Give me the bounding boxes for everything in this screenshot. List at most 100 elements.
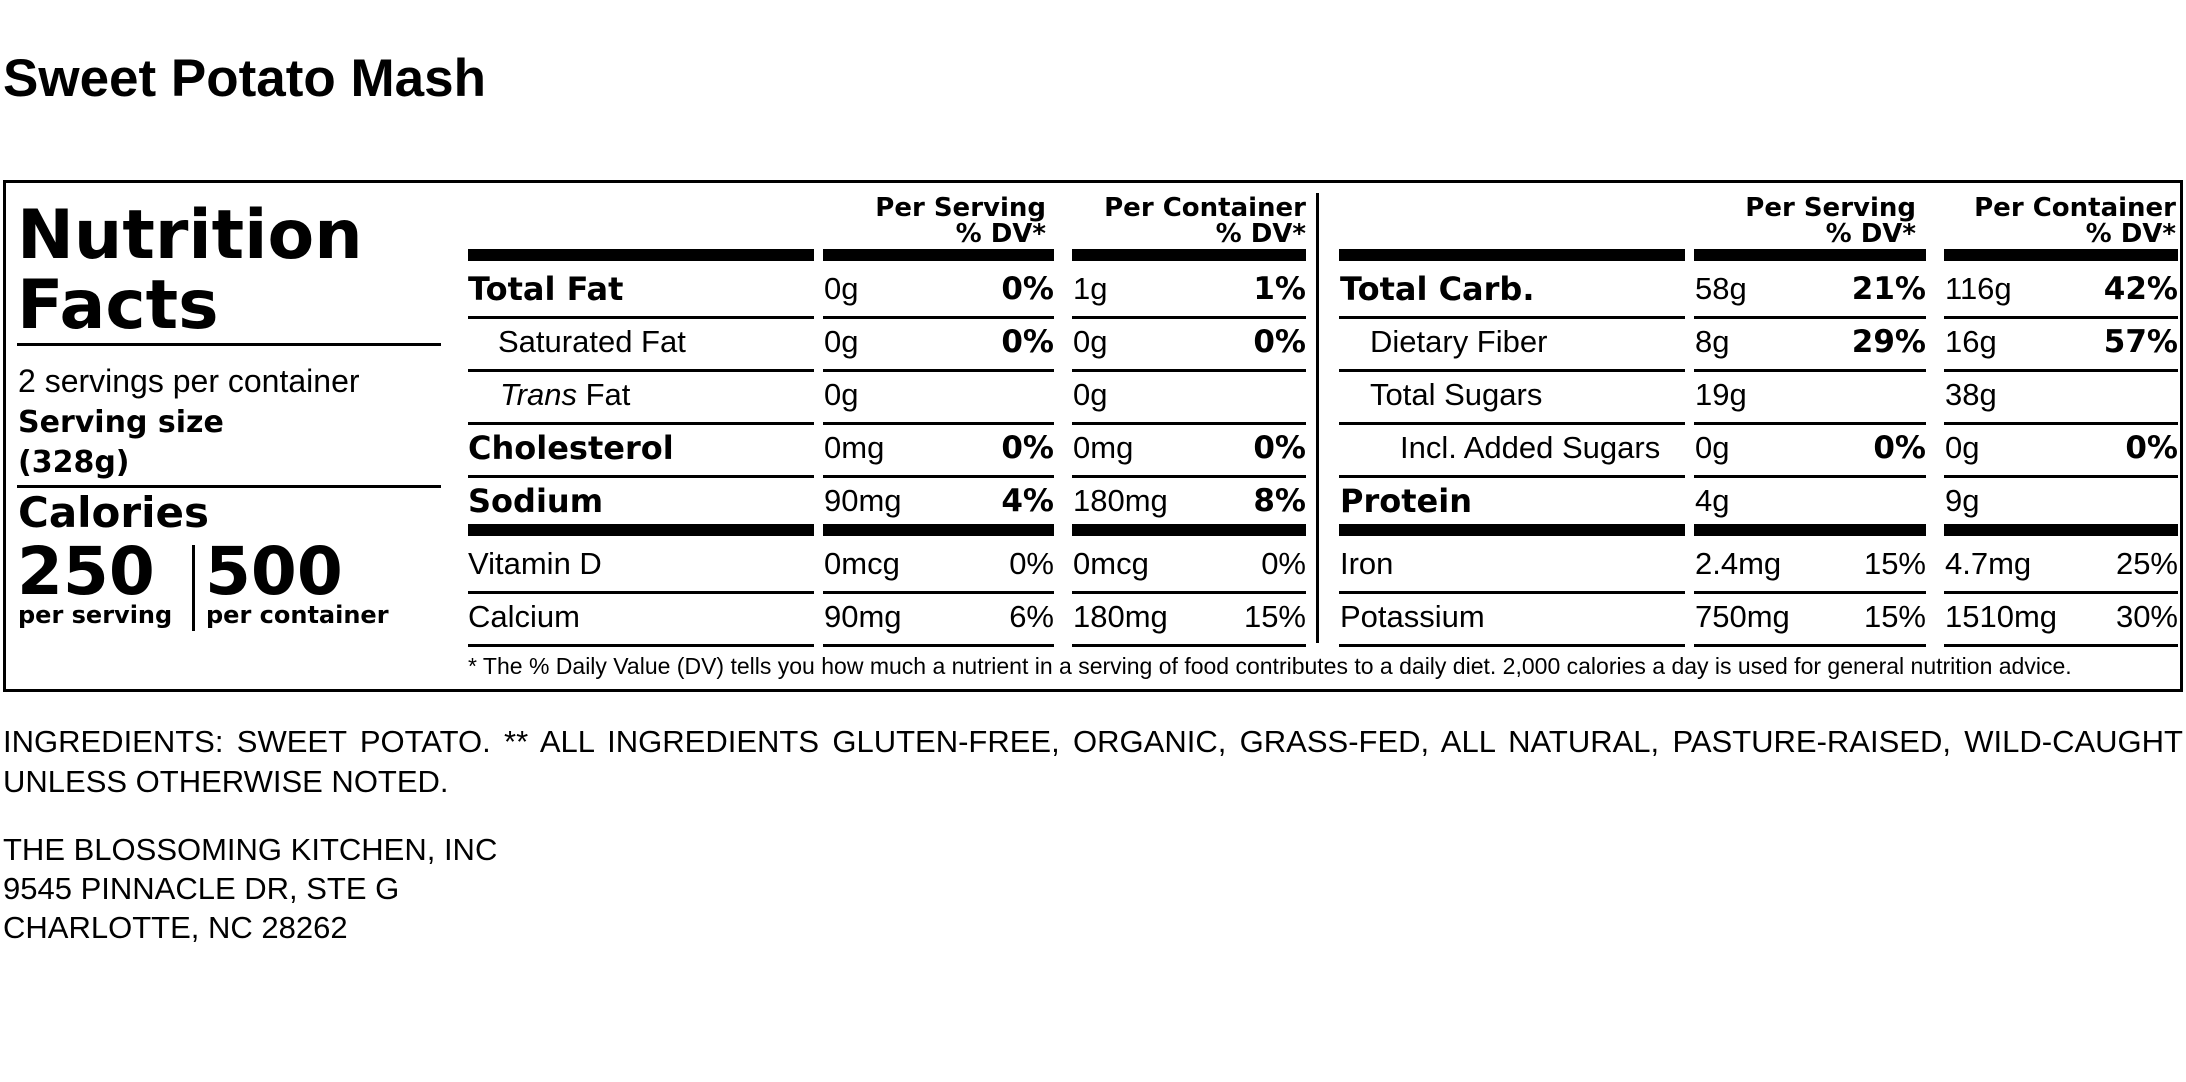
heading-line-2: Facts	[17, 266, 219, 345]
per-container-dv: 25%	[2115, 546, 2178, 581]
per-serving-amount: 2.4mg	[1695, 546, 1782, 581]
daily-value-footnote: * The % Daily Value (DV) tells you how m…	[468, 653, 2072, 679]
nutrient-name: Potassium	[1340, 599, 1485, 634]
table-rule	[823, 524, 1054, 536]
col-header-dv: % DV*	[1825, 219, 1916, 249]
col-header-dv: % DV*	[2085, 219, 2176, 249]
nutrition-facts-panel: Nutrition Facts 2 servings per container…	[3, 180, 2183, 692]
table-rule	[1944, 524, 2178, 536]
table-rule	[823, 369, 1054, 372]
per-container-label: per container	[206, 601, 389, 629]
col-header-line: Per Serving	[875, 193, 1046, 223]
per-serving-dv: 4%	[1001, 483, 1054, 519]
per-serving-amount: 0mcg	[824, 546, 900, 581]
per-serving-dv: 6%	[1009, 599, 1054, 634]
per-serving-amount: 4g	[1695, 483, 1730, 518]
nutrient-name: Dietary Fiber	[1370, 324, 1548, 359]
serving-size-value: (328g)	[18, 445, 130, 480]
ingredients: INGREDIENTS: SWEET POTATO. ** ALL INGRED…	[3, 724, 2183, 799]
table-rule	[1944, 475, 2178, 478]
table-rule	[1072, 422, 1306, 425]
per-serving-dv: 29%	[1851, 324, 1926, 360]
per-serving-amount: 0g	[824, 324, 859, 359]
table-rule	[1339, 591, 1685, 594]
table-rule	[823, 591, 1054, 594]
table-rule	[1339, 644, 1685, 647]
table-rule	[1944, 422, 2178, 425]
manufacturer-address: THE BLOSSOMING KITCHEN, INC 9545 PINNACL…	[3, 830, 497, 947]
table-rule	[1944, 316, 2178, 319]
nutrient-name: Cholesterol	[468, 429, 674, 467]
per-container-amount: 180mg	[1073, 599, 1168, 634]
table-rule	[1072, 591, 1306, 594]
col-header-per-serving-left: Per Serving % DV*	[806, 195, 1046, 247]
per-serving-dv: 0%	[1001, 271, 1054, 307]
table-rule	[1944, 644, 2178, 647]
nutrient-name: Saturated Fat	[498, 324, 686, 359]
table-rule	[823, 475, 1054, 478]
table-rule	[1694, 644, 1926, 647]
per-serving-dv: 0%	[1001, 324, 1054, 360]
table-rule	[1339, 475, 1685, 478]
per-container-dv: 1%	[1253, 271, 1306, 307]
servings-per-container: 2 servings per container	[18, 363, 360, 399]
table-rule	[1694, 591, 1926, 594]
table-rule	[823, 422, 1054, 425]
table-rule	[1072, 369, 1306, 372]
nutrient-name: Vitamin D	[468, 546, 602, 581]
per-serving-dv: 15%	[1863, 546, 1926, 581]
per-container-amount: 38g	[1945, 377, 1997, 412]
nutrition-facts-heading: Nutrition Facts	[17, 201, 437, 341]
table-rule	[1339, 524, 1685, 536]
table-rule	[1339, 316, 1685, 319]
calories-per-container: 500	[205, 533, 343, 610]
per-container-amount: 0g	[1073, 377, 1108, 412]
per-serving-amount: 58g	[1695, 271, 1747, 306]
per-serving-dv: 21%	[1851, 271, 1926, 307]
per-container-amount: 1g	[1073, 271, 1108, 306]
per-container-dv: 0%	[1253, 324, 1306, 360]
address-line-3: CHARLOTTE, NC 28262	[3, 910, 348, 945]
per-container-amount: 0g	[1945, 430, 1980, 465]
col-header-per-serving-right: Per Serving % DV*	[1676, 195, 1916, 247]
nutrient-name: Sodium	[468, 482, 604, 520]
calories-label: Calories	[18, 488, 210, 537]
table-rule	[468, 249, 814, 261]
col-header-per-container-right: Per Container % DV*	[1926, 195, 2176, 247]
table-rule	[468, 475, 814, 478]
nutrient-name: Total Carb.	[1340, 270, 1535, 308]
per-container-dv: 0%	[2125, 430, 2178, 466]
nutrient-name: Protein	[1340, 482, 1472, 520]
nutrient-name: Calcium	[468, 599, 580, 634]
table-rule	[468, 524, 814, 536]
table-rule	[1694, 369, 1926, 372]
calories-divider	[192, 545, 195, 631]
nutrient-name: Trans Fat	[500, 377, 631, 412]
table-rule	[1339, 249, 1685, 261]
per-container-amount: 9g	[1945, 483, 1980, 518]
calories-per-serving: 250	[17, 533, 155, 610]
per-serving-amount: 0g	[824, 271, 859, 306]
per-container-amount: 0mg	[1073, 430, 1134, 465]
table-rule	[823, 644, 1054, 647]
table-rule	[468, 591, 814, 594]
table-rule	[468, 422, 814, 425]
table-rule	[1944, 591, 2178, 594]
per-serving-dv: 0%	[1001, 430, 1054, 466]
per-container-dv: 15%	[1243, 599, 1306, 634]
table-rule	[1072, 524, 1306, 536]
nutrient-name: Total Fat	[468, 270, 624, 308]
center-divider	[1316, 193, 1319, 643]
serving-size-label: Serving size	[18, 405, 224, 440]
per-container-amount: 0g	[1073, 324, 1108, 359]
per-serving-amount: 750mg	[1695, 599, 1790, 634]
per-container-dv: 42%	[2103, 271, 2178, 307]
table-rule	[1694, 249, 1926, 261]
table-rule	[468, 369, 814, 372]
per-container-amount: 0mcg	[1073, 546, 1149, 581]
per-container-dv: 0%	[1253, 430, 1306, 466]
heading-line-1: Nutrition	[17, 196, 363, 275]
per-serving-amount: 90mg	[824, 483, 902, 518]
table-rule	[1694, 316, 1926, 319]
col-header-per-container-left: Per Container % DV*	[1056, 195, 1306, 247]
